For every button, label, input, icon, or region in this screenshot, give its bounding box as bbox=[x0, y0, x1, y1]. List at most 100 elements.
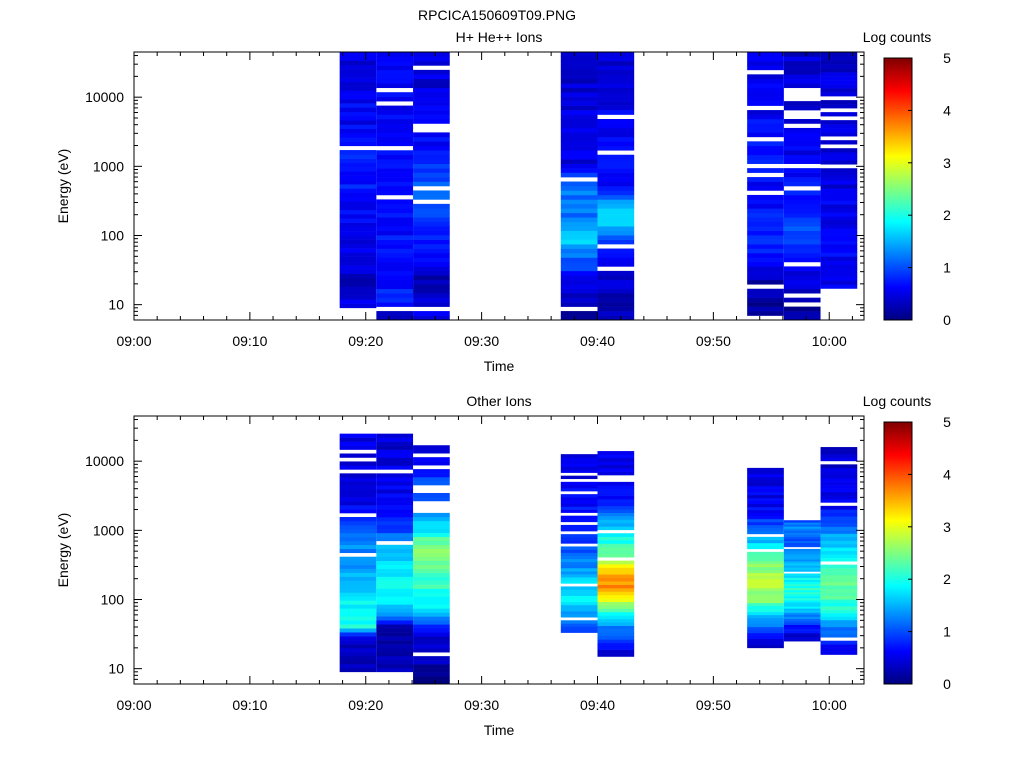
energy-bin bbox=[413, 564, 450, 569]
energy-bin bbox=[339, 453, 377, 458]
energy-bin bbox=[376, 552, 414, 558]
energy-bin bbox=[597, 495, 635, 500]
energy-bin bbox=[783, 534, 821, 537]
colorbar: 0 1 2 3 4 5 Log counts bbox=[863, 29, 951, 328]
energy-bin bbox=[783, 74, 821, 80]
energy-bin bbox=[820, 272, 858, 277]
energy-bin bbox=[560, 101, 598, 106]
energy-bin bbox=[376, 114, 414, 120]
energy-bin bbox=[820, 509, 858, 514]
energy-bin bbox=[376, 69, 414, 75]
energy-bin bbox=[747, 226, 784, 231]
energy-bin bbox=[339, 273, 377, 279]
energy-bin bbox=[820, 453, 858, 458]
energy-bin bbox=[376, 624, 414, 629]
energy-bin bbox=[413, 253, 450, 258]
energy-bin bbox=[376, 266, 414, 272]
energy-bin bbox=[376, 199, 414, 205]
colorbar-tick-label: 5 bbox=[943, 50, 951, 66]
energy-bin bbox=[560, 577, 598, 581]
energy-bin bbox=[413, 60, 450, 66]
energy-bin bbox=[339, 564, 377, 569]
colorbar-tick-label: 2 bbox=[943, 207, 951, 223]
energy-bin bbox=[747, 515, 784, 520]
energy-bin bbox=[747, 230, 784, 236]
energy-bin bbox=[560, 607, 598, 612]
energy-bin bbox=[747, 208, 784, 214]
energy-bin bbox=[413, 580, 450, 585]
energy-bin bbox=[597, 591, 635, 596]
energy-bin bbox=[597, 577, 635, 582]
energy-bin bbox=[339, 608, 377, 613]
panel-title: H+ He++ Ions bbox=[456, 29, 543, 45]
energy-bin bbox=[376, 457, 414, 462]
energy-bin bbox=[597, 512, 635, 517]
energy-bin bbox=[747, 614, 784, 619]
energy-bin bbox=[597, 543, 635, 548]
energy-bin bbox=[560, 226, 598, 231]
energy-bin bbox=[597, 145, 635, 151]
energy-bin bbox=[339, 239, 377, 245]
energy-bin bbox=[597, 119, 635, 124]
energy-bin bbox=[376, 632, 414, 637]
energy-bin bbox=[560, 136, 598, 142]
energy-bin bbox=[376, 208, 414, 214]
x-tick-label: 09:50 bbox=[696, 333, 731, 349]
energy-bin bbox=[820, 450, 858, 455]
energy-bin bbox=[597, 101, 635, 106]
energy-bin bbox=[597, 516, 635, 520]
energy-bin bbox=[820, 619, 858, 624]
energy-bin bbox=[747, 554, 784, 559]
energy-bin bbox=[747, 506, 784, 511]
energy-bin bbox=[376, 235, 414, 240]
x-tick-label: 10:00 bbox=[812, 333, 847, 349]
energy-bin bbox=[376, 568, 414, 573]
energy-bin bbox=[597, 311, 635, 316]
energy-bin bbox=[560, 74, 598, 80]
energy-bin bbox=[820, 232, 858, 237]
energy-bin bbox=[376, 655, 414, 661]
energy-bin bbox=[783, 141, 821, 147]
colorbar-tick-label: 3 bbox=[943, 519, 951, 535]
energy-bin bbox=[747, 293, 784, 298]
energy-bin bbox=[597, 270, 635, 276]
energy-bin bbox=[783, 190, 821, 196]
energy-bin bbox=[783, 83, 821, 89]
energy-bin bbox=[820, 76, 858, 81]
energy-bin bbox=[597, 464, 635, 469]
energy-bin bbox=[597, 546, 635, 551]
energy-bin bbox=[560, 589, 598, 593]
energy-bin bbox=[413, 261, 450, 267]
energy-bin bbox=[560, 586, 598, 590]
energy-bin bbox=[597, 611, 635, 616]
energy-bin bbox=[820, 651, 858, 655]
energy-bin bbox=[376, 644, 414, 649]
energy-bin bbox=[597, 297, 635, 303]
energy-bin bbox=[413, 230, 450, 236]
energy-bin bbox=[747, 536, 784, 541]
energy-bin bbox=[747, 482, 784, 487]
energy-bin bbox=[820, 606, 858, 610]
energy-bin bbox=[783, 315, 821, 321]
energy-bin bbox=[820, 140, 858, 145]
energy-bin bbox=[747, 611, 784, 616]
energy-bin bbox=[597, 622, 635, 626]
energy-bin bbox=[820, 626, 858, 631]
energy-bin bbox=[560, 558, 598, 563]
energy-bin bbox=[597, 536, 635, 541]
energy-bin bbox=[820, 132, 858, 137]
energy-bin bbox=[597, 190, 635, 196]
energy-bin bbox=[339, 612, 377, 617]
energy-bin bbox=[783, 598, 821, 601]
energy-bin bbox=[376, 203, 414, 209]
time-column bbox=[783, 52, 821, 321]
energy-bin bbox=[820, 160, 858, 165]
energy-bin bbox=[376, 584, 414, 589]
energy-bin bbox=[376, 588, 414, 593]
x-tick-label: 09:00 bbox=[116, 697, 151, 713]
energy-bin bbox=[560, 123, 598, 129]
energy-bin bbox=[339, 663, 377, 669]
x-tick-label: 09:40 bbox=[580, 333, 615, 349]
energy-bin bbox=[747, 217, 784, 223]
energy-bin bbox=[376, 497, 414, 502]
